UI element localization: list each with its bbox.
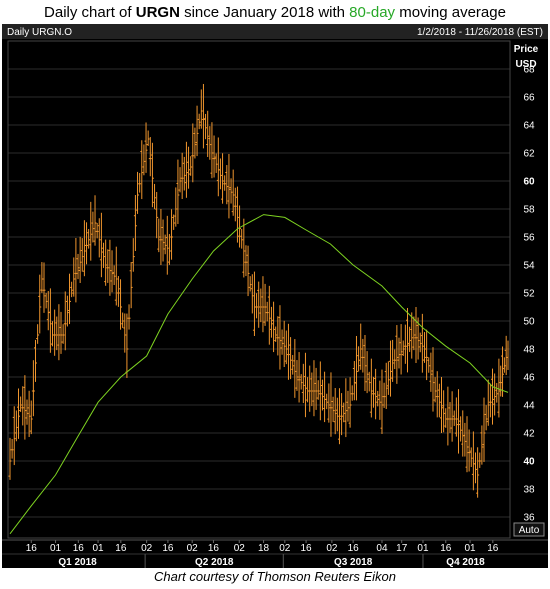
y-tick-label: 52 (523, 289, 535, 300)
moving-average-line (9, 214, 509, 535)
plot-frame (7, 40, 511, 539)
title-suffix: moving average (395, 4, 506, 21)
x-tick-label: 02 (279, 543, 291, 554)
x-tick-label: 16 (26, 543, 38, 554)
title-ma-label: 80-day (349, 4, 396, 21)
x-tick-label: 16 (115, 543, 127, 554)
y-tick-label: 60 (523, 177, 535, 188)
price-chart: Daily URGN.O 1/2/2018 - 11/26/2018 (EST)… (2, 24, 548, 568)
x-tick-label: 16 (162, 543, 174, 554)
y-tick-label: 64 (523, 121, 535, 132)
y-tick-label: 68 (523, 65, 535, 76)
y-tick-label: 36 (523, 513, 535, 524)
x-tick-label: 16 (487, 543, 499, 554)
x-tick-label: 16 (440, 543, 452, 554)
y-tick-label: 58 (523, 205, 535, 216)
y-tick-label: 40 (523, 457, 535, 468)
header-strip (2, 24, 548, 39)
y-tick-label: 66 (523, 93, 535, 104)
y-tick-label: 62 (523, 149, 535, 160)
auto-scale-label: Auto (519, 525, 540, 536)
y-tick-label: 44 (523, 401, 535, 412)
chart-panel: Daily URGN.O 1/2/2018 - 11/26/2018 (EST)… (2, 24, 548, 568)
x-tick-label: 02 (141, 543, 153, 554)
instrument-label: Daily URGN.O (7, 27, 72, 38)
y-tick-label: 50 (523, 317, 535, 328)
chart-caption: Chart courtesy of Thomson Reuters Eikon (153, 569, 397, 584)
x-tick-label: 01 (50, 543, 62, 554)
x-tick-label: 04 (376, 543, 388, 554)
title-middle: since January 2018 with (179, 4, 350, 21)
x-tick-label: 01 (92, 543, 104, 554)
x-tick-label: 02 (326, 543, 338, 554)
x-tick-label: 18 (258, 543, 270, 554)
x-tick-label: 01 (417, 543, 429, 554)
price-bars (8, 83, 509, 498)
auto-scale-button[interactable] (513, 522, 545, 537)
y-tick-label: 42 (523, 429, 535, 440)
x-tick-label: 16 (301, 543, 313, 554)
price-axis-label: Price (514, 44, 539, 55)
x-tick-label: 01 (464, 543, 476, 554)
title-prefix: Daily chart of (44, 4, 136, 21)
chart-title: Daily chart of URGN since January 2018 w… (0, 4, 550, 21)
y-tick-label: 46 (523, 373, 535, 384)
x-tick-label: 16 (208, 543, 220, 554)
x-tick-label: 17 (396, 543, 408, 554)
x-tick-label: 16 (348, 543, 360, 554)
x-axis-ticks: 16 01 16 01 16 02 16 02 16 02 18 02 16 02 16 04 17 01 16 01… (26, 540, 499, 554)
quarter-label: Q1 2018 (58, 557, 97, 568)
y-tick-label: 54 (523, 261, 535, 272)
quarter-label: Q4 2018 (446, 557, 485, 568)
x-tick-label: 16 (73, 543, 85, 554)
y-axis-ticks: 36 38 40 42 44 46 48 50 52 54 56 58 60 62 64 66 68 (523, 65, 535, 524)
title-symbol: URGN (135, 4, 180, 21)
chart-background (2, 24, 548, 568)
quarter-label: Q2 2018 (195, 557, 234, 568)
currency-axis-label: USD (515, 59, 536, 70)
y-tick-label: 38 (523, 485, 535, 496)
x-tick-label: 02 (187, 543, 199, 554)
y-tick-label: 48 (523, 345, 535, 356)
x-tick-label: 02 (234, 543, 246, 554)
quarter-labels: Q1 2018 Q2 2018 Q3 2018 Q4 2018 (58, 554, 485, 568)
quarter-label: Q3 2018 (334, 557, 373, 568)
y-tick-label: 56 (523, 233, 535, 244)
date-range-label: 1/2/2018 - 11/26/2018 (EST) (417, 27, 543, 38)
